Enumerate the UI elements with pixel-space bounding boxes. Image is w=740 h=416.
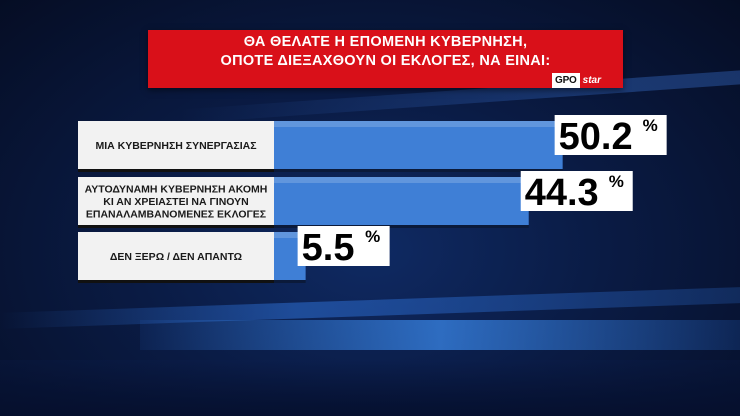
bar-shadow — [274, 225, 529, 228]
chart-title: ΘΑ ΘΕΛΑΤΕ Η ΕΠΟΜΕΝΗ ΚΥΒΕΡΝΗΣΗ, ΟΠΟΤΕ ΔΙΕ… — [148, 30, 623, 88]
value-unit: % — [609, 172, 624, 191]
chart-title-line-2: ΟΠΟΤΕ ΔΙΕΞΑΧΘΟΥΝ ΟΙ ΕΚΛΟΓΕΣ, ΝΑ ΕΙΝΑΙ: — [220, 53, 551, 69]
bar — [274, 121, 563, 169]
value-box — [297, 226, 390, 266]
value-label: 5.5 — [302, 227, 355, 269]
source-logo: GPO star — [552, 73, 605, 88]
value-box — [554, 115, 667, 155]
category-label-shadow — [78, 280, 274, 283]
bar-highlight — [274, 232, 306, 238]
value-unit: % — [365, 227, 380, 246]
category-label: ΚΙ ΑΝ ΧΡΕΙΑΣΤΕΙ ΝΑ ΓΙΝΟΥΝ — [103, 196, 249, 208]
category-label: ΜΙΑ ΚΥΒΕΡΝΗΣΗ ΣΥΝΕΡΓΑΣΙΑΣ — [95, 140, 256, 152]
star-logo-text: star — [579, 73, 605, 88]
category-label-shadow — [78, 225, 274, 228]
value-label: 44.3 — [525, 172, 599, 214]
bar-shadow — [274, 169, 563, 172]
category-label: ΕΠΑΝΑΛΑΜΒΑΝΟΜΕΝΕΣ ΕΚΛΟΓΕΣ — [86, 209, 266, 221]
gpo-logo-text: GPO — [552, 73, 580, 88]
value-box — [520, 171, 633, 211]
value-label: 50.2 — [559, 116, 633, 158]
category-label-panel — [78, 232, 274, 280]
bar — [274, 177, 529, 225]
category-label: ΑΥΤΟΔΥΝΑΜΗ ΚΥΒΕΡΝΗΣΗ ΑΚΟΜΗ — [85, 184, 268, 196]
bar-highlight — [274, 177, 529, 183]
category-label-panel — [78, 121, 274, 169]
category-label-shadow — [78, 169, 274, 172]
bar-shadow — [274, 280, 306, 283]
bar-highlight — [274, 121, 563, 127]
value-unit: % — [643, 116, 658, 135]
category-label: ΔΕΝ ΞΕΡΩ / ΔΕΝ ΑΠΑΝΤΩ — [110, 251, 242, 263]
category-label-panel — [78, 177, 274, 225]
chart-title-line-1: ΘΑ ΘΕΛΑΤΕ Η ΕΠΟΜΕΝΗ ΚΥΒΕΡΝΗΣΗ, — [243, 34, 528, 50]
